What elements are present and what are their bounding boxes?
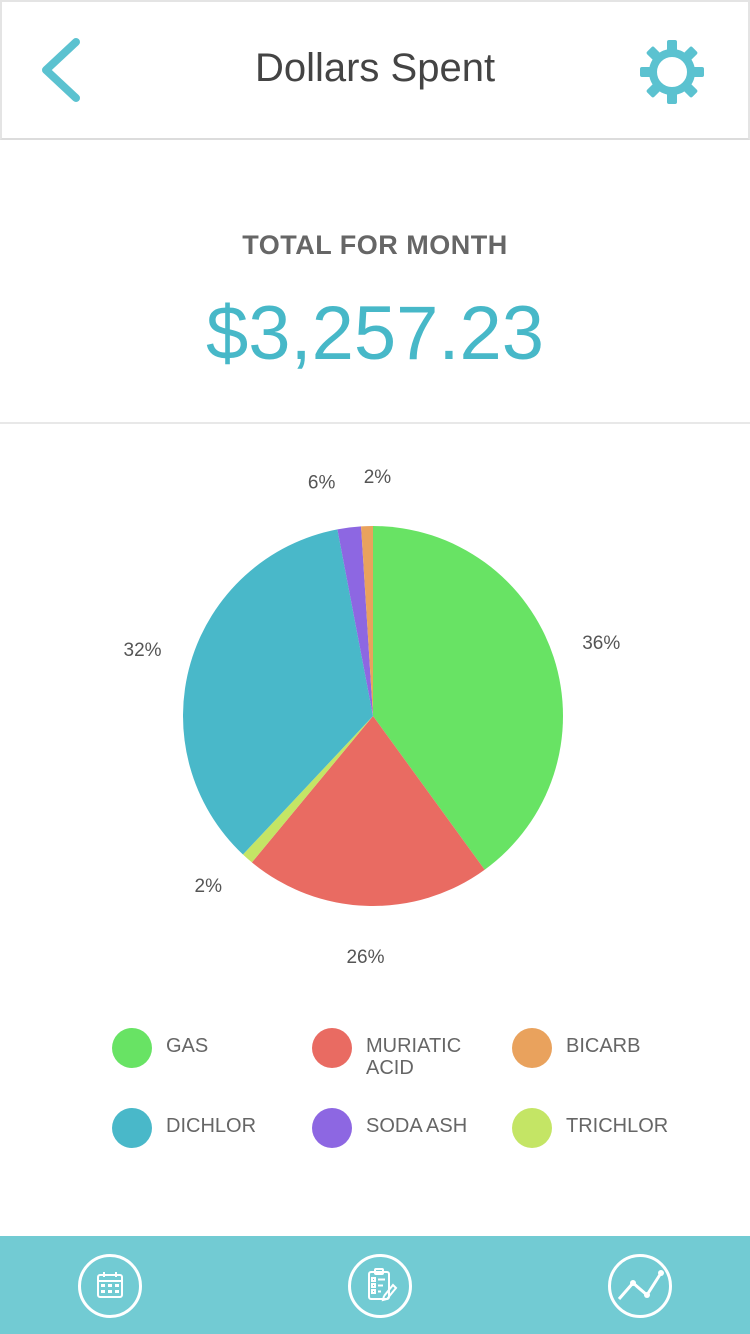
app-header: Dollars Spent <box>0 0 750 140</box>
pie-slice-trichlor <box>242 716 373 863</box>
legend-item-muriatic-acid: MURIATIC ACID <box>312 1028 476 1079</box>
legend-swatch <box>512 1028 552 1068</box>
tab-calendar[interactable] <box>78 1254 142 1318</box>
chart-legend: GAS MURIATIC ACID BICARB DICHLOR SODA AS… <box>0 1010 750 1200</box>
pie-slice-muriatic-acid <box>251 716 485 906</box>
back-button[interactable] <box>32 32 92 108</box>
page-title: Dollars Spent <box>254 46 496 90</box>
legend-item-soda-ash: SODA ASH <box>312 1108 476 1148</box>
spending-pie-chart: 36% 26% 2% 32% 6% 2% <box>0 424 750 984</box>
pie-slice-bicarb <box>361 526 373 716</box>
pie-chart-svg: 36% 26% 2% 32% 6% 2% <box>124 467 621 968</box>
calendar-icon <box>97 1272 123 1298</box>
legend-label: DICHLOR <box>166 1115 257 1137</box>
monthly-summary: TOTAL FOR MONTH $3,257.23 <box>0 140 750 424</box>
legend-label: MURIATIC ACID <box>366 1035 462 1079</box>
clipboard-checklist-icon <box>368 1268 398 1302</box>
gear-icon <box>640 40 704 104</box>
slice-label-bicarb: 2% <box>364 467 392 488</box>
slice-label-dichlor: 32% <box>124 640 162 661</box>
pie-slice-dichlor <box>183 529 373 855</box>
legend-item-trichlor: TRICHLOR <box>512 1108 676 1148</box>
legend-swatch <box>312 1028 352 1068</box>
tab-checklist[interactable] <box>348 1254 412 1318</box>
pie-slice-gas <box>373 526 564 870</box>
legend-swatch <box>112 1028 152 1068</box>
slice-label-soda-ash: 6% <box>308 473 336 494</box>
slice-label-gas: 36% <box>582 633 620 654</box>
settings-button[interactable] <box>638 38 706 106</box>
trend-chart-icon <box>617 1270 664 1300</box>
legend-swatch <box>312 1108 352 1148</box>
legend-label: TRICHLOR <box>566 1115 669 1137</box>
legend-item-dichlor: DICHLOR <box>112 1108 276 1148</box>
legend-item-gas: GAS <box>112 1028 276 1068</box>
slice-label-muriatic-acid: 26% <box>346 947 384 968</box>
legend-swatch <box>112 1108 152 1148</box>
legend-label: GAS <box>166 1035 209 1057</box>
bottom-tab-bar <box>0 1236 750 1334</box>
legend-label: BICARB <box>566 1035 641 1057</box>
legend-label: SODA ASH <box>366 1115 468 1137</box>
legend-item-bicarb: BICARB <box>512 1028 676 1068</box>
legend-swatch <box>512 1108 552 1148</box>
total-label: TOTAL FOR MONTH <box>242 230 508 260</box>
tab-trends[interactable] <box>608 1254 672 1318</box>
pie-slice-soda-ash <box>337 526 373 716</box>
total-amount: $3,257.23 <box>205 291 545 376</box>
chevron-left-icon <box>42 38 80 102</box>
slice-label-trichlor: 2% <box>195 876 223 897</box>
